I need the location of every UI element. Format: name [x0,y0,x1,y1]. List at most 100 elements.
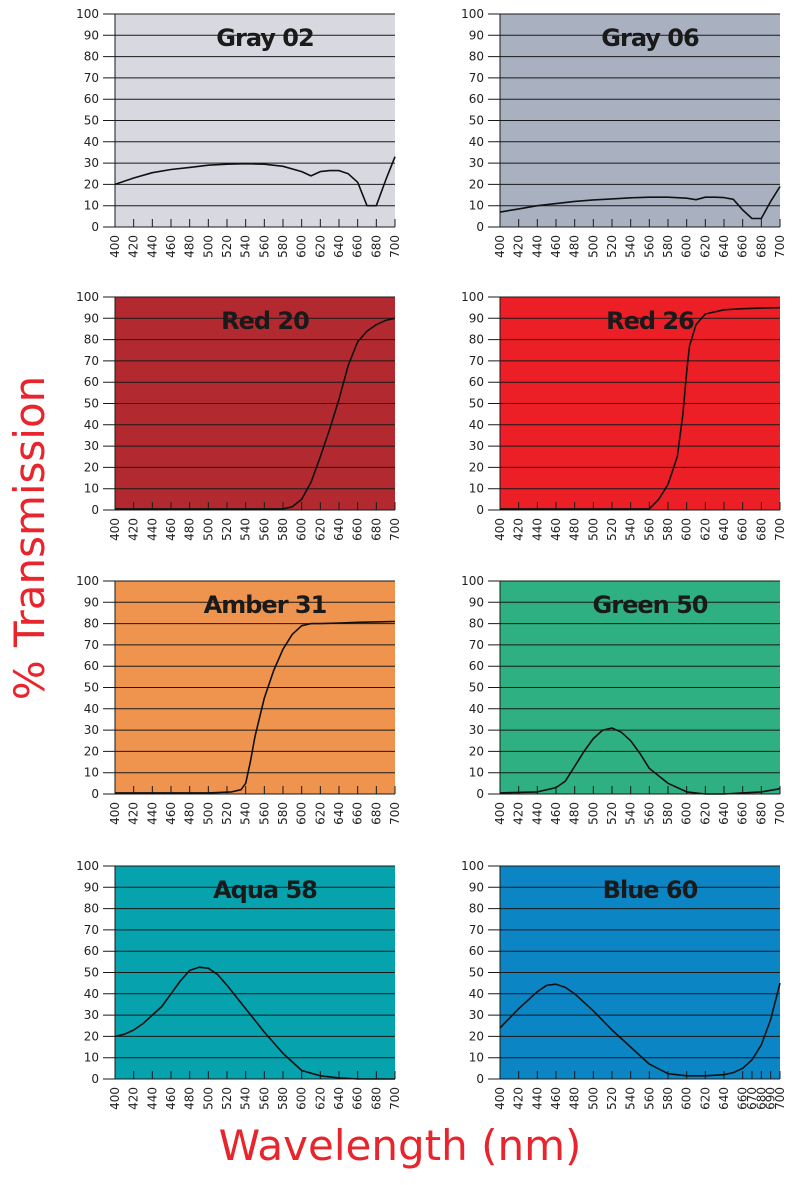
y-tick-label: 100 [461,290,484,304]
x-tick-label: 500 [201,518,215,541]
x-tick-label: 680 [754,802,768,825]
y-tick-label: 40 [84,702,99,716]
y-tick-label: 60 [469,659,484,673]
x-tick-label: 460 [549,802,563,825]
x-tick-label: 670 [745,1087,759,1110]
y-tick-label: 80 [469,902,484,916]
x-tick-label: 620 [698,802,712,825]
panel-title: Red 20 [221,307,309,335]
x-tick-label: 580 [661,802,675,825]
panel-title: Aqua 58 [213,876,317,904]
x-tick-label: 440 [530,235,544,258]
y-tick-label: 70 [469,638,484,652]
x-axis-label-text: Wavelength (nm) [219,1121,582,1170]
y-tick-label: 40 [469,702,484,716]
x-tick-label: 700 [388,802,402,825]
x-tick-label: 520 [220,802,234,825]
panel-title: Blue 60 [603,876,698,904]
x-tick-label: 700 [388,518,402,541]
x-tick-label: 420 [127,518,141,541]
x-tick-label: 400 [493,1087,507,1110]
y-tick-label: 70 [84,923,99,937]
y-tick-label: 40 [84,135,99,149]
x-tick-label: 520 [605,802,619,825]
y-tick-label: 20 [469,460,484,474]
x-tick-label: 400 [108,235,122,258]
x-tick-label: 700 [773,802,787,825]
y-tick-label: 20 [84,1029,99,1043]
x-tick-label: 640 [332,1087,346,1110]
x-tick-label: 580 [661,235,675,258]
x-tick-label: 600 [680,1087,694,1110]
y-axis-label-text: % Transmission [5,376,54,701]
transmission-curve [114,966,395,1080]
x-tick-label: 400 [108,1087,122,1110]
x-tick-label: 600 [295,235,309,258]
x-tick-label: 480 [568,518,582,541]
x-tick-label: 400 [493,518,507,541]
chart-panel-5: 0 10 20 30 40 50 60 70 80 90 100 400 420 440 460 480 500… [76,574,402,825]
transmission-curve [115,620,396,794]
x-tick-label: 580 [276,802,290,825]
x-tick-label: 620 [698,1087,712,1110]
x-tick-label: 520 [605,235,619,258]
x-tick-label: 620 [313,802,327,825]
y-tick-label: 60 [469,944,484,958]
y-tick-label: 90 [84,880,99,894]
x-tick-label: 420 [127,235,141,258]
x-tick-label: 480 [568,802,582,825]
x-tick-label: 640 [332,518,346,541]
y-tick-label: 90 [469,28,484,42]
x-tick-label: 440 [145,802,159,825]
x-axis-label: Wavelength (nm) [219,1121,582,1170]
y-tick-label: 70 [84,71,99,85]
y-tick-label: 90 [84,595,99,609]
y-tick-label: 80 [84,333,99,347]
transmission-curve [499,186,781,220]
x-tick-label: 440 [145,235,159,258]
x-tick-label: 540 [239,1087,253,1110]
x-tick-label: 660 [351,1087,365,1110]
y-tick-label: 30 [84,439,99,453]
transmission-curve [115,317,396,510]
y-tick-label: 80 [469,617,484,631]
y-tick-label: 70 [469,354,484,368]
y-tick-label: 50 [84,681,99,695]
x-tick-label: 440 [530,802,544,825]
y-tick-label: 10 [84,766,99,780]
x-tick-label: 620 [313,1087,327,1110]
y-tick-label: 90 [84,28,99,42]
x-tick-label: 480 [183,802,197,825]
x-tick-label: 580 [276,235,290,258]
x-tick-label: 600 [680,518,694,541]
transmission-curve [500,306,781,510]
y-axis-label: % Transmission [5,376,54,701]
chart-panel-7: 0 10 20 30 40 50 60 70 80 90 100 400 420 440 460 480 500… [76,859,402,1110]
y-tick-label: 90 [469,311,484,325]
x-tick-label: 700 [773,1087,787,1110]
x-tick-label: 460 [549,235,563,258]
x-tick-label: 560 [257,518,271,541]
y-tick-label: 30 [469,1008,484,1022]
x-tick-label: 620 [698,518,712,541]
panel-title: Gray 02 [216,24,313,52]
y-tick-label: 10 [469,1051,484,1065]
x-tick-label: 500 [586,802,600,825]
x-tick-label: 420 [512,802,526,825]
y-tick-label: 10 [84,199,99,213]
x-tick-label: 480 [183,518,197,541]
y-tick-label: 30 [84,723,99,737]
chart-panel-6: 0 10 20 30 40 50 60 70 80 90 100 400 420 440 460 480 500… [461,574,787,825]
y-tick-label: 70 [84,354,99,368]
x-tick-label: 500 [586,518,600,541]
y-tick-label: 70 [469,923,484,937]
y-tick-label: 60 [84,92,99,106]
y-tick-label: 10 [469,482,484,496]
x-tick-label: 600 [295,1087,309,1110]
y-tick-label: 60 [469,92,484,106]
x-tick-label: 600 [680,235,694,258]
x-tick-label: 440 [530,518,544,541]
x-tick-label: 660 [736,1087,750,1110]
y-tick-label: 60 [469,375,484,389]
x-tick-label: 420 [127,802,141,825]
